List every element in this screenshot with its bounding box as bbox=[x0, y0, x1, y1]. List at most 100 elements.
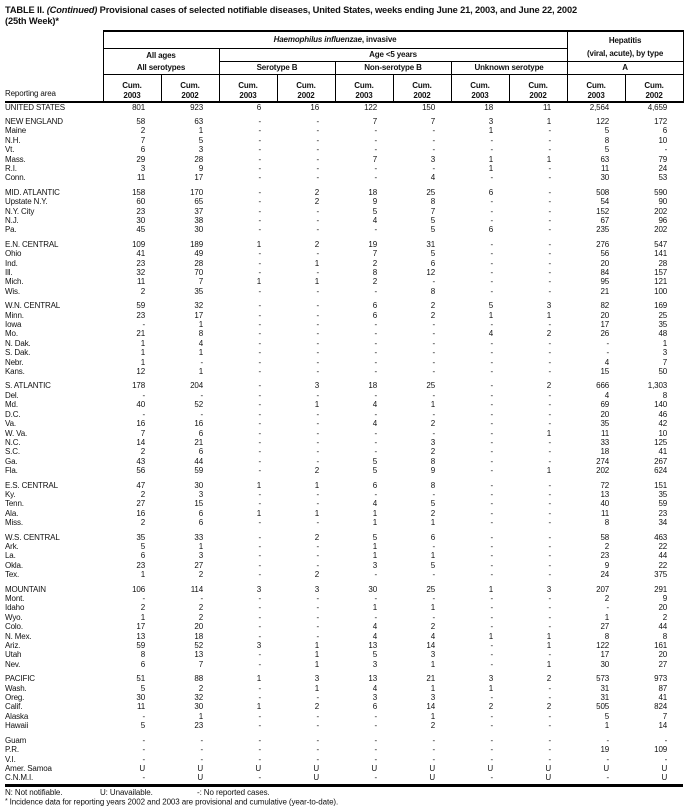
reporting-area-label: Fla. bbox=[5, 466, 18, 476]
cell-value: - bbox=[316, 163, 319, 173]
cell-value: - bbox=[258, 735, 261, 745]
reporting-area-label: Guam bbox=[5, 735, 27, 745]
footnote-star: * bbox=[5, 798, 8, 806]
reporting-area-label: N. Dak. bbox=[5, 338, 31, 348]
cell-value: - bbox=[490, 419, 493, 429]
reporting-area-label: N.C. bbox=[5, 437, 21, 447]
cell-value: 1 bbox=[546, 659, 552, 669]
cell-value: 2 bbox=[314, 187, 319, 197]
cell-value: 1 bbox=[140, 357, 145, 367]
cell-value: - bbox=[490, 277, 493, 287]
cell-value: - bbox=[490, 560, 493, 570]
cell-value: 11 bbox=[136, 173, 145, 183]
col-group-unknown-serotype: Unknown serotype bbox=[450, 61, 568, 75]
reporting-area-label: E.N. CENTRAL bbox=[5, 239, 59, 249]
cell-value: - bbox=[258, 612, 261, 622]
cell-value: - bbox=[490, 622, 493, 632]
reporting-area-header: Reporting area bbox=[5, 74, 103, 103]
cell-value: - bbox=[374, 489, 377, 499]
cell-value: 1 bbox=[546, 466, 552, 476]
cell-value: 4 bbox=[604, 390, 610, 400]
cell-value: 2 bbox=[140, 447, 145, 457]
cell-value: - bbox=[316, 249, 319, 259]
cell-value: 2 bbox=[314, 239, 319, 249]
cell-value: 122 bbox=[364, 102, 377, 112]
cell-value: 5 bbox=[372, 532, 377, 542]
cell-value: 1 bbox=[372, 518, 377, 528]
cell-value: - bbox=[490, 773, 493, 783]
cell-value: 5 bbox=[430, 215, 435, 225]
cell-value: - bbox=[548, 163, 552, 173]
cell-value: - bbox=[548, 721, 552, 731]
col-header-cum-2003: Cum. 2003 bbox=[218, 74, 277, 103]
cell-value: 3 bbox=[314, 381, 319, 391]
cell-value: - bbox=[490, 135, 493, 145]
cell-value: 3 bbox=[488, 116, 493, 126]
cell-value: - bbox=[548, 197, 552, 207]
cell-value: 14 bbox=[426, 641, 435, 651]
cell-value: - bbox=[316, 560, 319, 570]
reporting-area-label: MOUNTAIN bbox=[5, 584, 46, 594]
table-row: MID. ATLANTIC 158 170 - 2 18 25 6 - 508 590 bbox=[5, 188, 683, 197]
cell-value: 4 bbox=[430, 631, 435, 641]
cell-value: - bbox=[374, 447, 377, 457]
cell-value: 96 bbox=[658, 215, 668, 225]
cell-value: 37 bbox=[194, 206, 203, 216]
cell-value: - bbox=[258, 570, 261, 580]
cell-value: - bbox=[490, 390, 493, 400]
cell-value: 1 bbox=[430, 518, 435, 528]
cell-value: 19 bbox=[600, 745, 610, 755]
cell-value: 27 bbox=[194, 560, 203, 570]
reporting-area-label: Vt. bbox=[5, 145, 15, 155]
cell-value: 3 bbox=[314, 674, 319, 684]
cell-value: 3 bbox=[256, 641, 261, 651]
cell-value: 4 bbox=[372, 215, 377, 225]
cell-value: 54 bbox=[600, 197, 610, 207]
cell-value: - bbox=[490, 381, 493, 391]
cell-value: - bbox=[316, 622, 319, 632]
cell-value: - bbox=[490, 145, 493, 155]
cell-value: 3 bbox=[546, 301, 552, 311]
cell-value: - bbox=[316, 489, 319, 499]
cell-value: 5 bbox=[488, 301, 493, 311]
cell-value: - bbox=[258, 745, 261, 755]
cell-value: 8 bbox=[604, 518, 610, 528]
reporting-area-label: Ky. bbox=[5, 489, 16, 499]
cell-value: 3 bbox=[198, 145, 203, 155]
cell-value: 18 bbox=[600, 447, 610, 457]
cell-value: - bbox=[548, 258, 552, 268]
reporting-area-label: Colo. bbox=[5, 622, 23, 632]
cell-value: - bbox=[258, 594, 261, 603]
cell-value: - bbox=[432, 126, 435, 136]
cell-value: - bbox=[374, 286, 377, 296]
cell-value: - bbox=[316, 447, 319, 457]
cell-value: - bbox=[490, 711, 493, 721]
cell-value: 1 bbox=[488, 154, 493, 164]
cell-value: 202 bbox=[654, 206, 668, 216]
table-row: Mont. - - - - - - - - 2 9 bbox=[5, 594, 683, 603]
cell-value: - bbox=[490, 286, 493, 296]
cell-value: - bbox=[548, 145, 552, 155]
cell-value: 21 bbox=[194, 437, 203, 447]
table-row: Del. - - - - - - - - 4 8 bbox=[5, 391, 683, 400]
col-header-cum-2003: Cum. 2003 bbox=[566, 74, 626, 103]
cell-value: 508 bbox=[596, 187, 610, 197]
cell-value: U bbox=[603, 763, 610, 773]
cell-value: - bbox=[432, 612, 435, 622]
cell-value: 2 bbox=[198, 570, 203, 580]
cell-value: - bbox=[490, 428, 493, 438]
title-prefix: TABLE II. bbox=[5, 5, 47, 15]
cell-value: 18 bbox=[484, 102, 493, 112]
cell-value: 79 bbox=[658, 154, 668, 164]
table-row: V.I. - - - - - - - - - - bbox=[5, 755, 683, 764]
cell-value: - bbox=[316, 711, 319, 721]
cell-value: 150 bbox=[422, 102, 435, 112]
cell-value: 2 bbox=[430, 310, 435, 320]
cell-value: 2 bbox=[430, 301, 435, 311]
reporting-area-label: Utah bbox=[5, 650, 22, 660]
cell-value: 44 bbox=[658, 551, 668, 561]
cell-value: - bbox=[374, 126, 377, 136]
cell-value: 35 bbox=[194, 286, 203, 296]
cell-value: 25 bbox=[658, 310, 668, 320]
cell-value: - bbox=[316, 693, 319, 703]
